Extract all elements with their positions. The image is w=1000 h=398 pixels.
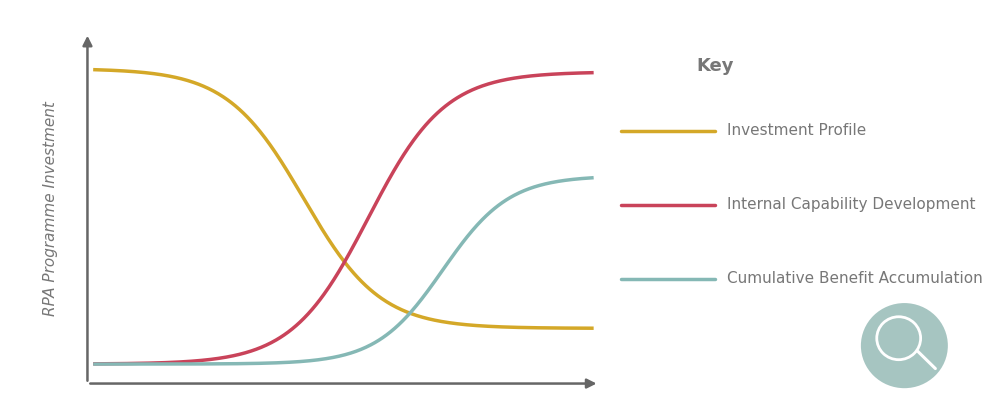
- Text: Investment Profile: Investment Profile: [727, 123, 866, 139]
- Point: [615, 129, 627, 133]
- Text: RPA Programme Investment: RPA Programme Investment: [43, 101, 58, 316]
- Text: Internal Capability Development: Internal Capability Development: [727, 197, 975, 213]
- Text: Cumulative Benefit Accumulation: Cumulative Benefit Accumulation: [727, 271, 982, 287]
- Text: Key: Key: [696, 57, 734, 75]
- Circle shape: [861, 303, 948, 388]
- Point: [709, 129, 721, 133]
- Point: [615, 203, 627, 207]
- Point: [709, 203, 721, 207]
- Point: [709, 277, 721, 281]
- Point: [615, 277, 627, 281]
